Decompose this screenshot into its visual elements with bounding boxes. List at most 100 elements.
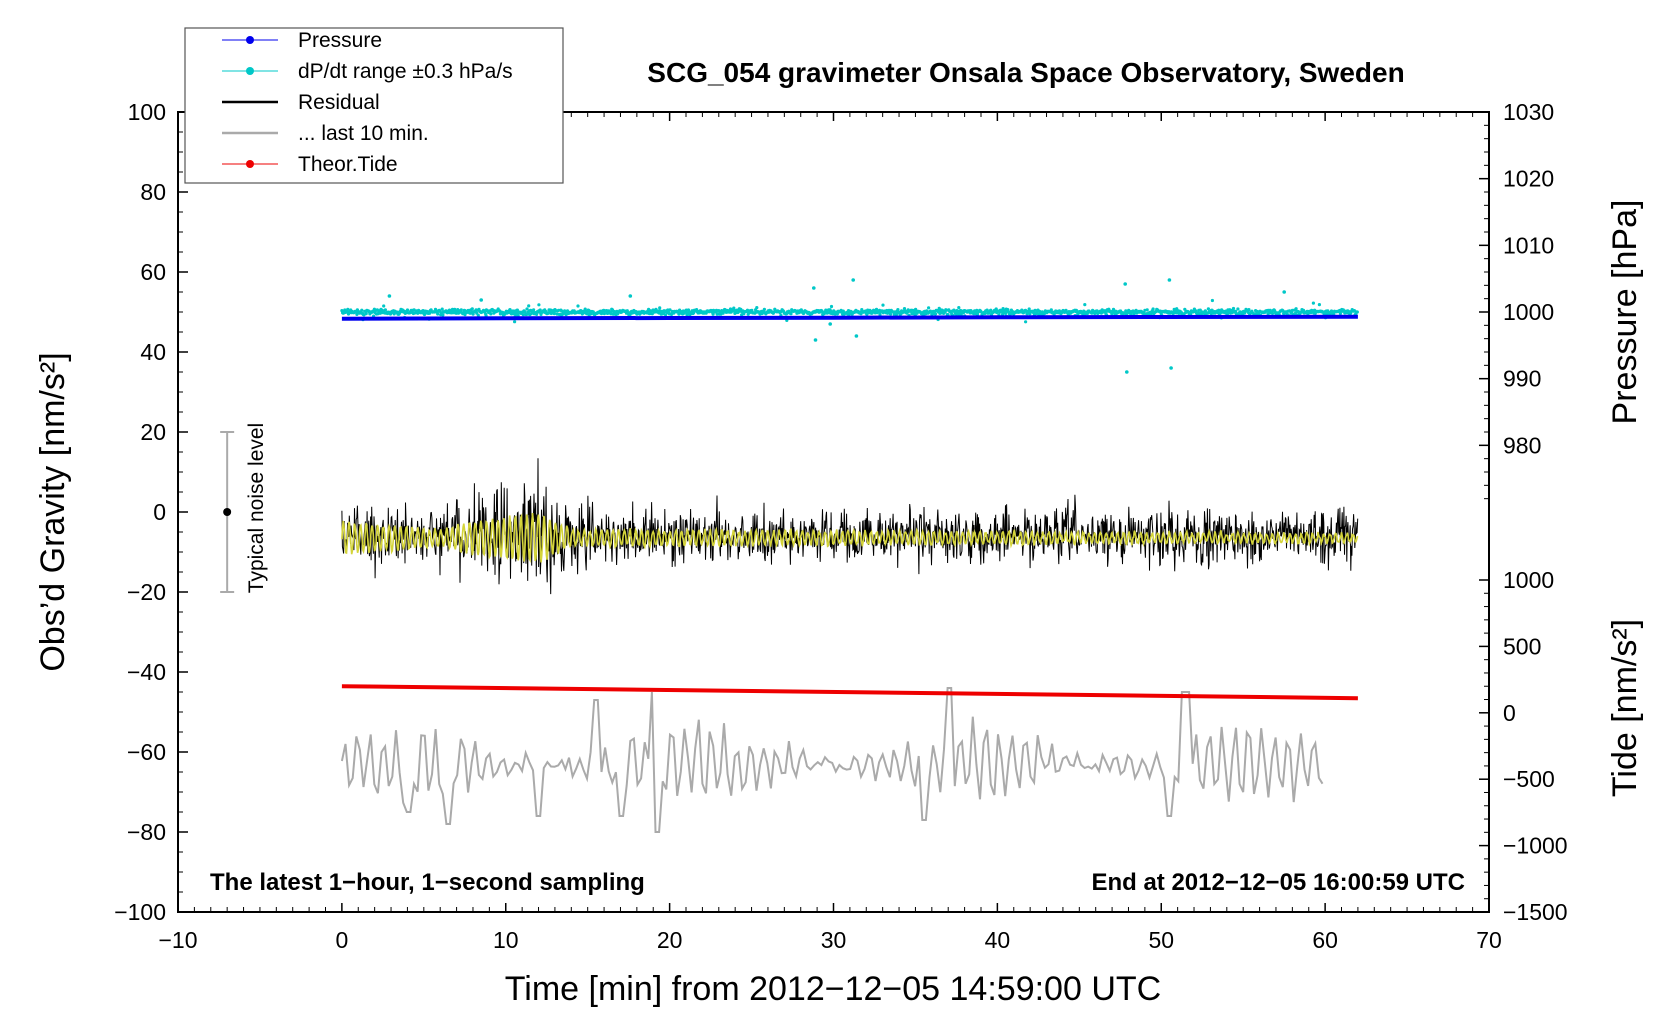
dpdt-point — [873, 311, 877, 315]
y-tick-label: −80 — [127, 819, 166, 845]
dpdt-point — [711, 312, 715, 316]
dpdt-point — [1270, 311, 1275, 315]
dpdt-point — [665, 309, 670, 313]
dpdt-point — [525, 307, 529, 311]
dpdt-outlier — [387, 294, 392, 298]
dpdt-point — [436, 312, 440, 316]
dpdt-point — [1236, 307, 1240, 311]
theor-tide-line — [341, 684, 1358, 701]
pressure-tick-label: 980 — [1503, 432, 1541, 458]
dpdt-point — [532, 308, 536, 312]
dpdt-point — [1189, 312, 1193, 316]
dpdt-outlier — [1167, 278, 1172, 282]
legend-label: ... last 10 min. — [298, 122, 429, 145]
legend-label: Pressure — [298, 29, 382, 52]
x-tick-label: 60 — [1312, 927, 1338, 953]
dpdt-point — [459, 308, 463, 312]
dpdt-point — [755, 306, 759, 310]
dpdt-point — [1012, 311, 1016, 315]
tide-tick-label: 0 — [1503, 700, 1516, 726]
dpdt-outlier — [828, 322, 832, 326]
dpdt-point — [735, 310, 739, 315]
dpdt-point — [754, 310, 758, 314]
dpdt-point — [1355, 310, 1359, 314]
y-tick-label: −40 — [127, 659, 166, 685]
dpdt-point — [1311, 301, 1315, 305]
dpdt-point — [668, 308, 672, 312]
dpdt-point — [549, 308, 553, 312]
dpdt-point — [1255, 309, 1259, 314]
legend-swatch-dot — [246, 160, 254, 168]
dpdt-point — [888, 312, 893, 316]
dpdt-point — [515, 313, 520, 317]
end-time-note: End at 2012−12−05 16:00:59 UTC — [1091, 869, 1465, 896]
dpdt-point — [1024, 320, 1028, 324]
dpdt-point — [789, 312, 793, 316]
dpdt-point — [1151, 307, 1155, 311]
dpdt-point — [383, 308, 387, 312]
dpdt-point — [515, 308, 519, 312]
dpdt-point — [535, 312, 539, 316]
dpdt-points — [340, 278, 1359, 374]
dpdt-point — [523, 310, 527, 314]
dpdt-point — [441, 313, 445, 317]
dpdt-point — [902, 307, 907, 311]
legend-theor-tide: Theor.Tide — [222, 153, 398, 176]
dpdt-point — [537, 303, 541, 307]
dpdt-point — [1198, 308, 1202, 312]
dpdt-point — [750, 308, 754, 312]
dpdt-point — [538, 308, 542, 312]
dpdt-point — [741, 309, 745, 313]
residual-smoothed-line — [341, 512, 1359, 564]
dpdt-point — [1049, 308, 1053, 312]
dpdt-point — [927, 306, 931, 310]
noise-level-indicator — [220, 431, 235, 593]
x-tick-label: −10 — [158, 927, 197, 953]
y-tick-label: 20 — [140, 419, 166, 445]
dpdt-outlier — [1125, 370, 1129, 374]
dpdt-point — [1027, 307, 1031, 311]
dpdt-point — [364, 312, 368, 316]
dpdt-point — [896, 311, 900, 315]
dpdt-point — [1009, 308, 1014, 312]
y-tick-label: −60 — [127, 739, 166, 765]
dpdt-point — [434, 309, 438, 313]
dpdt-point — [463, 309, 467, 313]
dpdt-point — [1104, 309, 1108, 313]
dpdt-outlier — [1282, 290, 1286, 294]
dpdt-point — [1001, 307, 1005, 311]
pressure-axis-label: Pressure [hPa] — [1606, 200, 1644, 425]
dpdt-point — [675, 310, 679, 314]
tide-tick-label: 500 — [1503, 633, 1541, 659]
pressure-tick-label: 1020 — [1503, 166, 1554, 192]
legend-swatch-dot — [246, 36, 254, 44]
dpdt-point — [399, 307, 403, 311]
x-tick-label: 30 — [821, 927, 847, 953]
tide-axis-label: Tide [nm/s²] — [1606, 619, 1644, 797]
dpdt-point — [1111, 307, 1116, 311]
dpdt-point — [421, 309, 425, 313]
dpdt-point — [570, 310, 574, 314]
dpdt-point — [513, 320, 517, 324]
dpdt-point — [906, 310, 910, 314]
legend-residual: Residual — [222, 91, 380, 114]
dpdt-point — [721, 311, 725, 315]
dpdt-point — [994, 307, 998, 311]
legend-label: dP/dt range ±0.3 hPa/s — [298, 60, 513, 83]
dpdt-point — [405, 308, 410, 312]
dpdt-point — [860, 308, 864, 312]
dpdt-point — [576, 304, 580, 308]
dpdt-point — [937, 306, 941, 310]
legend-dp-dt-range-0-3-hpa-s: dP/dt range ±0.3 hPa/s — [222, 60, 513, 83]
dpdt-point — [1247, 308, 1251, 312]
dpdt-point — [1226, 308, 1230, 312]
dpdt-point — [526, 310, 530, 315]
legend-last-10-min: ... last 10 min. — [222, 122, 429, 145]
axes-group: −10 0 10 20 30 40 50 60 70100806040200−20−40−60−… — [114, 99, 1567, 953]
tide-tick-label: 1000 — [1503, 567, 1554, 593]
dpdt-point — [591, 310, 595, 314]
x-tick-label: 70 — [1476, 927, 1502, 953]
dpdt-point — [692, 311, 696, 315]
dpdt-point — [1172, 307, 1176, 311]
dpdt-point — [1317, 303, 1321, 307]
